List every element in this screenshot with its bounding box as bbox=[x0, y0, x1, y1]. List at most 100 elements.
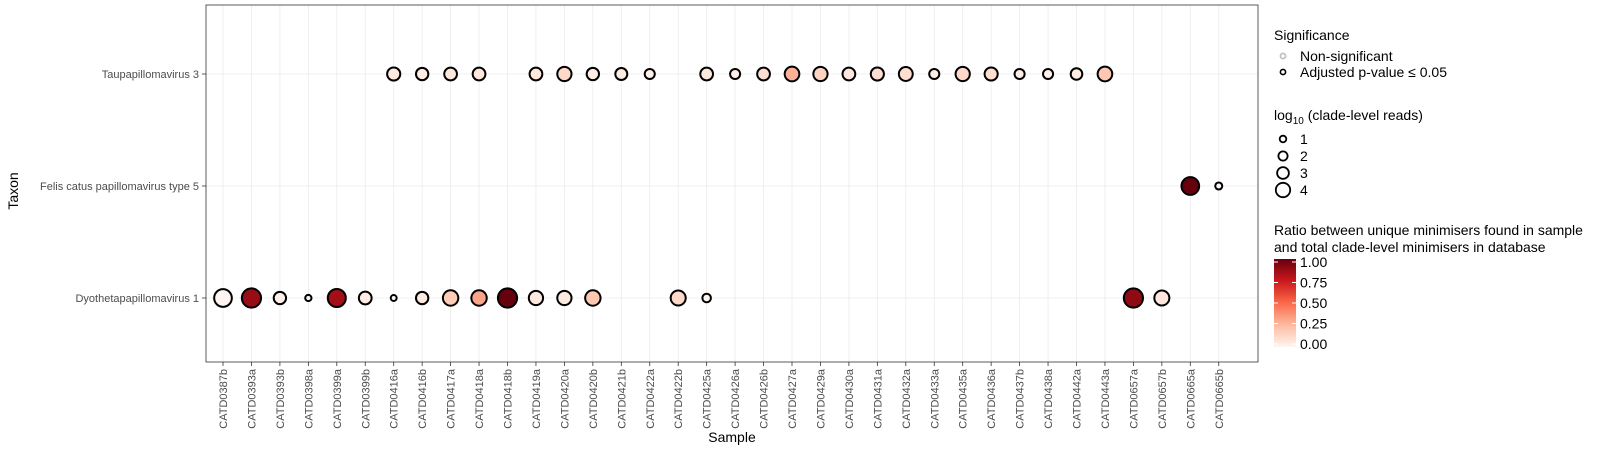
data-point bbox=[729, 67, 742, 81]
x-tick-label: CATD0430a bbox=[844, 368, 856, 429]
x-tick-label: CATD0393b bbox=[275, 369, 287, 429]
x-tick-label: CATD0419a bbox=[531, 368, 543, 429]
size-legend-key bbox=[1276, 166, 1290, 180]
data-point bbox=[812, 65, 829, 83]
size-legend-label: 1 bbox=[1300, 131, 1308, 147]
y-axis-ticks: Taupapillomavirus 3 Felis catus papilloma… bbox=[40, 69, 206, 305]
y-tick-label: Dyothetapapillomavirus 1 bbox=[75, 293, 199, 305]
data-point bbox=[304, 293, 313, 303]
data-point bbox=[669, 289, 687, 307]
significance-legend-key bbox=[1279, 68, 1287, 76]
color-legend-bar bbox=[1274, 259, 1296, 347]
data-point bbox=[272, 290, 288, 306]
x-tick-label: CATD0442a bbox=[1072, 368, 1084, 429]
data-point bbox=[1153, 289, 1171, 307]
data-point bbox=[414, 66, 430, 82]
data-point bbox=[527, 289, 545, 307]
x-tick-label: CATD0416a bbox=[389, 368, 401, 429]
data-point bbox=[326, 287, 347, 309]
data-point bbox=[414, 290, 430, 306]
data-point bbox=[556, 65, 573, 83]
x-tick-label: CATD0425a bbox=[702, 368, 714, 429]
data-point bbox=[496, 287, 519, 309]
color-legend-label: 0.25 bbox=[1300, 316, 1327, 332]
x-tick-label: CATD0416b bbox=[417, 369, 429, 429]
color-legend: Ratio between unique minimisers found in… bbox=[1274, 222, 1583, 352]
x-tick-label: CATD0665a bbox=[1185, 368, 1197, 429]
data-point bbox=[443, 66, 458, 82]
data-point bbox=[556, 289, 573, 307]
plot-panel-border bbox=[205, 4, 1259, 363]
significance-legend-label: Non-significant bbox=[1300, 48, 1393, 64]
x-tick-label: CATD0421b bbox=[616, 369, 628, 429]
data-point bbox=[585, 66, 601, 82]
data-point bbox=[1096, 65, 1114, 83]
size-legend-title-subscript: 10 bbox=[1293, 116, 1305, 127]
data-point bbox=[528, 66, 544, 82]
x-tick-label: CATD0665b bbox=[1214, 369, 1226, 429]
color-legend-label: 1.00 bbox=[1300, 254, 1327, 270]
data-point bbox=[614, 67, 629, 81]
significance-legend-label: Adjusted p-value ≤ 0.05 bbox=[1300, 64, 1447, 80]
data-point bbox=[1122, 287, 1145, 309]
x-tick-label: CATD0420a bbox=[559, 368, 571, 429]
data-point bbox=[699, 66, 715, 82]
data-point bbox=[983, 66, 999, 82]
data-point bbox=[643, 67, 656, 81]
data-point bbox=[756, 66, 771, 82]
data-point bbox=[471, 66, 487, 82]
x-tick-label: CATD0429a bbox=[815, 368, 827, 429]
x-tick-label: CATD0420b bbox=[588, 369, 600, 429]
data-point bbox=[954, 65, 971, 83]
data-point bbox=[1214, 181, 1224, 191]
x-tick-label: CATD0399b bbox=[360, 369, 372, 429]
color-legend-title-line2: and total clade-level minimisers in data… bbox=[1274, 239, 1546, 255]
x-tick-label: CATD0426a bbox=[730, 368, 742, 429]
x-tick-label: CATD0438a bbox=[1043, 368, 1055, 429]
color-legend-title-line1: Ratio between unique minimisers found in… bbox=[1274, 222, 1583, 238]
data-point bbox=[584, 289, 602, 307]
x-tick-label: CATD0433a bbox=[929, 368, 941, 429]
color-legend-label: 0.75 bbox=[1300, 275, 1327, 291]
x-tick-label: CATD0443a bbox=[1100, 368, 1112, 429]
x-axis-ticks: CATD0387b CATD0393a CATD0393b CATD0398a CATD… bbox=[218, 362, 1226, 429]
x-tick-label: CATD0427a bbox=[787, 368, 799, 429]
x-tick-label: CATD0431a bbox=[872, 368, 884, 429]
x-tick-label: CATD0399a bbox=[332, 368, 344, 429]
data-point bbox=[240, 287, 263, 309]
x-axis-title: Sample bbox=[708, 429, 756, 445]
data-point bbox=[1180, 176, 1201, 196]
data-point bbox=[928, 67, 941, 81]
x-tick-label: CATD0422a bbox=[645, 368, 657, 429]
x-tick-label: CATD0426b bbox=[759, 369, 771, 429]
data-point bbox=[470, 289, 488, 307]
data-point bbox=[869, 66, 885, 82]
data-points bbox=[213, 65, 1224, 309]
data-point bbox=[897, 66, 914, 82]
x-tick-label: CATD0387b bbox=[218, 369, 230, 429]
data-point bbox=[1013, 67, 1026, 81]
data-point bbox=[841, 66, 857, 82]
data-point bbox=[357, 290, 373, 306]
x-tick-label: CATD0657a bbox=[1128, 368, 1140, 429]
size-legend-label: 3 bbox=[1300, 165, 1308, 181]
size-legend-label: 2 bbox=[1300, 148, 1308, 164]
size-legend-key bbox=[1278, 134, 1288, 144]
x-tick-label: CATD0435a bbox=[958, 368, 970, 429]
x-tick-label: CATD0417a bbox=[446, 368, 458, 429]
x-tick-label: CATD0422b bbox=[673, 369, 685, 429]
x-tick-label: CATD0432a bbox=[901, 368, 913, 429]
x-tick-label: CATD0393a bbox=[246, 368, 258, 429]
data-point bbox=[389, 294, 398, 302]
x-tick-label: CATD0418a bbox=[474, 368, 486, 429]
data-point bbox=[441, 289, 460, 307]
size-legend-title: log10 (clade-level reads) bbox=[1274, 107, 1423, 127]
grid-lines bbox=[206, 5, 1258, 362]
data-point bbox=[213, 288, 233, 308]
x-tick-label: CATD0437b bbox=[1015, 369, 1027, 429]
significance-legend-title: Significance bbox=[1274, 27, 1350, 43]
size-legend-label: 4 bbox=[1300, 182, 1308, 198]
